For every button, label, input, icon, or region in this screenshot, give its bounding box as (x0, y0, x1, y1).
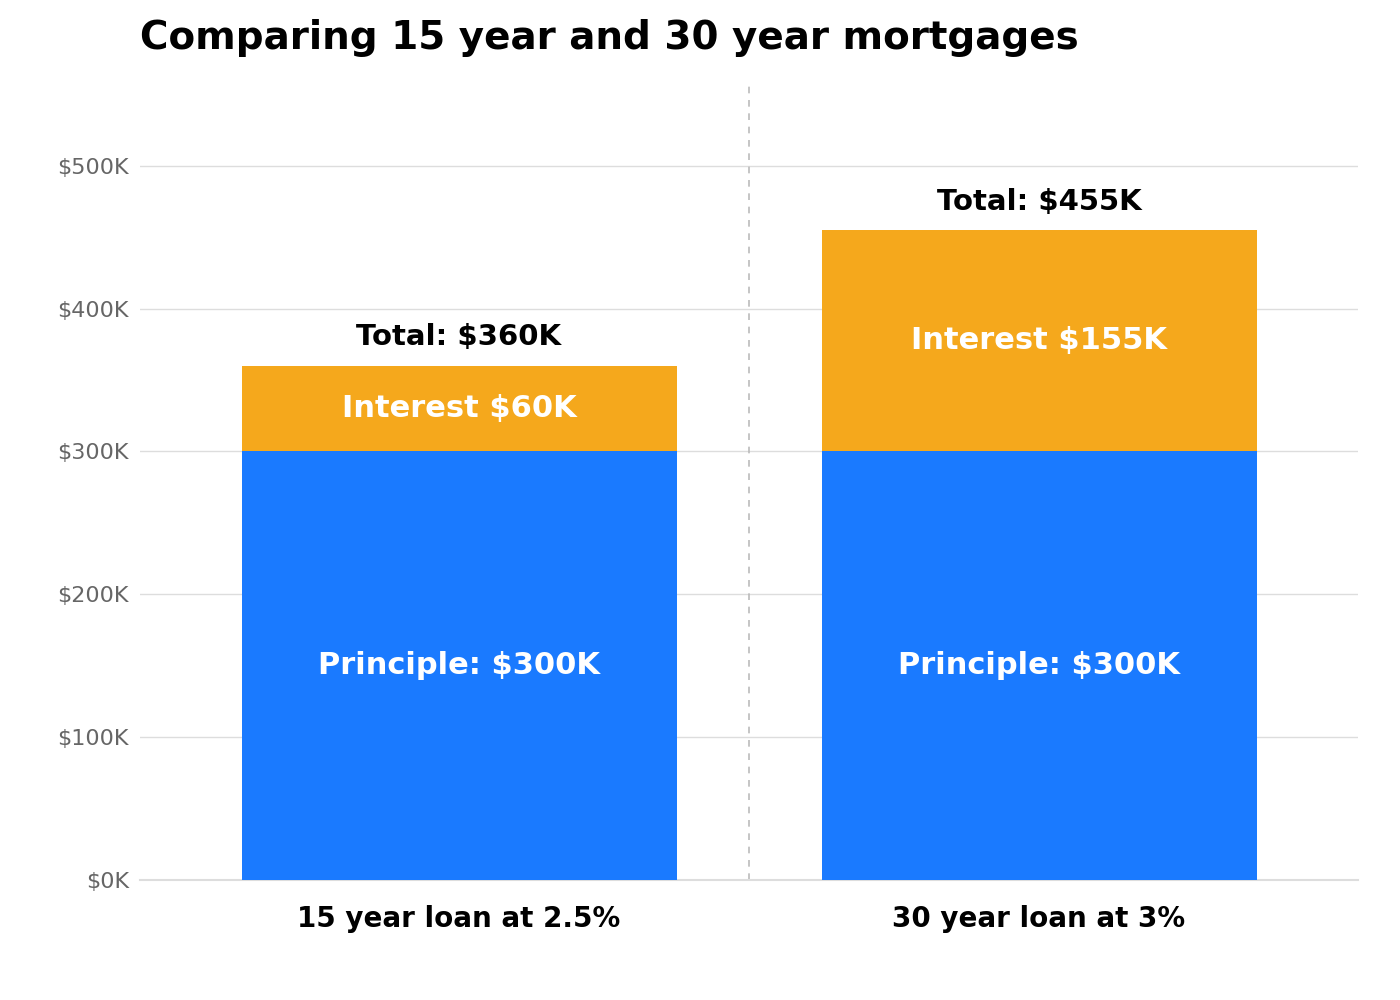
Bar (822, 230, 1257, 451)
Text: Comparing 15 year and 30 year mortgages: Comparing 15 year and 30 year mortgages (140, 19, 1079, 57)
Text: Principle: $300K: Principle: $300K (318, 651, 601, 680)
Bar (241, 451, 676, 880)
Text: Total: $360K: Total: $360K (357, 323, 561, 351)
Text: Interest $60K: Interest $60K (342, 394, 577, 423)
Bar (241, 366, 676, 451)
Bar (822, 451, 1257, 880)
Text: Principle: $300K: Principle: $300K (897, 651, 1180, 680)
Text: Total: $455K: Total: $455K (937, 188, 1141, 216)
Text: Interest $155K: Interest $155K (911, 326, 1168, 355)
